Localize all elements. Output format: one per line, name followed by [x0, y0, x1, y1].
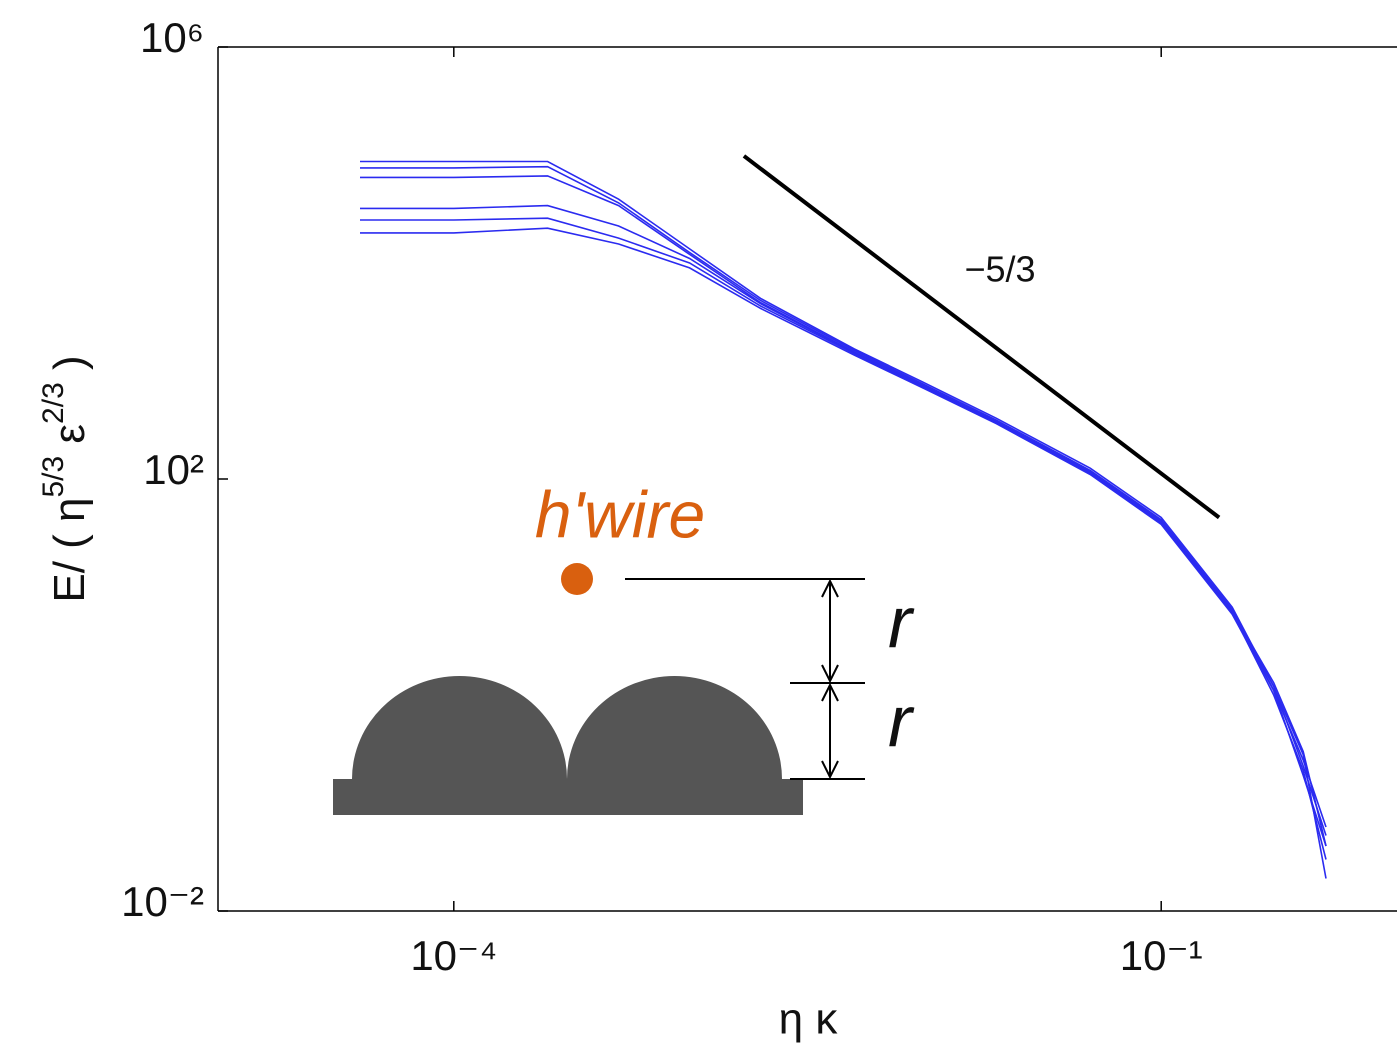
gap-label: r: [888, 682, 915, 762]
y-tick-label: 10²: [143, 446, 204, 493]
y-axis-label-part: 5/3: [37, 456, 70, 498]
gap-label: r: [888, 583, 915, 663]
y-axis-label-part: ): [45, 355, 94, 382]
y-axis-label-part: ε: [45, 424, 94, 456]
x-tick-label: 10⁻¹: [1120, 932, 1203, 979]
x-axis-label: η κ: [779, 995, 839, 1044]
spectrum-line: [360, 175, 1327, 847]
x-tick-label: 10⁻⁴: [410, 932, 497, 979]
y-tick-label: 10⁶: [140, 14, 204, 61]
y-axis-label: E/ ( η5/3 ε2/3 ): [37, 355, 93, 602]
slope-label: −5/3: [964, 249, 1035, 290]
y-axis-label-part: 2/3: [37, 382, 70, 424]
slope-reference-line: [742, 154, 1221, 520]
roughness-elements: [333, 676, 803, 815]
probe-dot: [561, 563, 593, 595]
y-axis-label-part: E/ ( η: [45, 498, 94, 603]
dim-arrows: [821, 578, 839, 780]
inset-diagram: h'wire r r: [333, 477, 915, 815]
spectrum-line: [360, 227, 1327, 847]
probe-label: h'wire: [535, 477, 705, 551]
y-tick-label: 10⁻²: [121, 878, 204, 925]
